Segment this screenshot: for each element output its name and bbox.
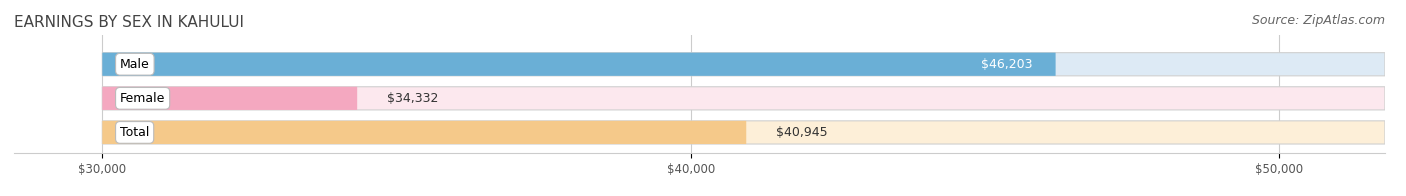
Text: Male: Male bbox=[120, 58, 149, 71]
FancyBboxPatch shape bbox=[103, 53, 1056, 76]
Text: Total: Total bbox=[120, 126, 149, 139]
FancyBboxPatch shape bbox=[103, 121, 747, 144]
Text: EARNINGS BY SEX IN KAHULUI: EARNINGS BY SEX IN KAHULUI bbox=[14, 15, 245, 30]
Text: Female: Female bbox=[120, 92, 166, 105]
FancyBboxPatch shape bbox=[103, 121, 1385, 144]
Text: Source: ZipAtlas.com: Source: ZipAtlas.com bbox=[1251, 14, 1385, 27]
FancyBboxPatch shape bbox=[103, 87, 1385, 110]
FancyBboxPatch shape bbox=[103, 53, 1385, 76]
Text: $40,945: $40,945 bbox=[776, 126, 827, 139]
Text: $46,203: $46,203 bbox=[980, 58, 1032, 71]
FancyBboxPatch shape bbox=[103, 87, 357, 110]
Text: $34,332: $34,332 bbox=[387, 92, 439, 105]
